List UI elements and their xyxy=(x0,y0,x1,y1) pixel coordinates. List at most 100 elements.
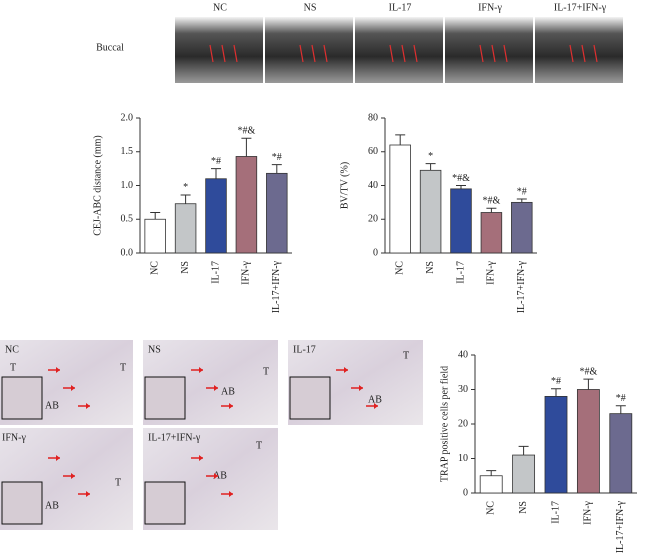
error-bar xyxy=(615,405,626,414)
bar xyxy=(512,454,536,494)
arrow-head xyxy=(229,403,233,409)
y-tick-label: 0 xyxy=(373,247,378,258)
root-marker xyxy=(413,44,418,63)
arrow-head xyxy=(56,455,60,461)
panel-label: NS xyxy=(148,344,161,355)
y-axis-label: BV/TV (%) xyxy=(339,162,350,209)
y-tick-label: 0.0 xyxy=(121,247,134,258)
ct-image xyxy=(265,17,353,83)
root-marker xyxy=(389,44,394,63)
significance-label: *# xyxy=(551,376,561,387)
bar xyxy=(450,188,472,254)
y-tick-label: 20 xyxy=(458,418,468,429)
error-bar xyxy=(456,185,466,189)
tissue-label: T xyxy=(115,477,121,488)
ct-image xyxy=(535,17,623,83)
root-marker xyxy=(221,44,226,63)
image-label: IFN-γ xyxy=(478,2,502,13)
root-marker xyxy=(299,44,304,63)
tissue-label: T xyxy=(403,350,409,361)
error-bar xyxy=(486,207,497,213)
inset xyxy=(144,376,186,420)
significance-label: *#& xyxy=(580,366,598,377)
error-bar xyxy=(425,163,436,171)
bar xyxy=(480,212,503,254)
x-tick-label: IL-17+IFN-γ xyxy=(271,260,282,313)
x-tick-label: IFN-γ xyxy=(241,260,252,284)
arrow-head xyxy=(71,473,75,479)
error-bar xyxy=(486,470,497,476)
significance-label: *#& xyxy=(238,126,256,137)
image-label: IL-17+IFN-γ xyxy=(554,2,607,13)
bar xyxy=(544,395,568,494)
significance-label: * xyxy=(428,151,433,162)
image-label: IL-17 xyxy=(389,2,412,13)
ct-image xyxy=(355,17,443,83)
arrow-head xyxy=(214,385,218,391)
y-tick-label: 10 xyxy=(458,453,468,464)
bar xyxy=(576,389,600,494)
y-tick-label: 60 xyxy=(368,146,378,157)
tissue-label: AB xyxy=(45,400,59,411)
arrow-head xyxy=(359,385,363,391)
root-marker xyxy=(323,44,328,63)
y-tick-label: 0 xyxy=(463,487,468,498)
x-tick-label: IL-17+IFN-γ xyxy=(615,500,626,553)
error-bar xyxy=(583,378,594,390)
significance-label: *# xyxy=(211,156,221,167)
bar xyxy=(205,178,227,254)
inset xyxy=(1,481,43,525)
y-axis-label: TRAP positive cells per field xyxy=(439,366,450,482)
root-marker xyxy=(581,44,586,63)
arrow-head xyxy=(86,403,90,409)
arrow-head xyxy=(229,491,233,497)
root-marker xyxy=(491,44,496,63)
inset xyxy=(144,481,186,525)
arrow-head xyxy=(199,367,203,373)
root-marker xyxy=(233,44,238,63)
inset xyxy=(289,376,331,420)
bar xyxy=(419,169,442,254)
significance-label: *# xyxy=(517,186,527,197)
bar xyxy=(144,218,166,254)
error-bar xyxy=(516,198,527,203)
ct-image xyxy=(445,17,533,83)
tissue-label: AB xyxy=(368,394,382,405)
x-tick-label: NS xyxy=(518,501,529,514)
tissue-label: AB xyxy=(45,500,59,511)
bar xyxy=(511,201,533,254)
tissue-label: T xyxy=(256,440,262,451)
y-tick-label: 40 xyxy=(458,349,468,360)
bar xyxy=(389,144,411,254)
root-marker xyxy=(569,44,574,63)
bar xyxy=(609,413,633,494)
arrow-head xyxy=(214,473,218,479)
significance-label: *# xyxy=(272,152,282,163)
x-tick-label: IL-17+IFN-γ xyxy=(516,260,527,313)
x-tick-label: NS xyxy=(180,261,191,274)
panel-label: NC xyxy=(5,344,19,355)
error-bar xyxy=(150,212,161,220)
tissue-label: T xyxy=(263,366,269,377)
y-axis-label: CEJ-ABC distance (mm) xyxy=(92,135,103,236)
tissue-label: T xyxy=(10,362,16,373)
tissue-label: T xyxy=(120,362,126,373)
x-tick-label: NS xyxy=(425,261,436,274)
arrow-head xyxy=(344,367,348,373)
root-marker xyxy=(503,44,508,63)
significance-label: * xyxy=(183,182,188,193)
bar xyxy=(479,475,503,494)
error-bar xyxy=(551,388,561,397)
y-tick-label: 0.5 xyxy=(121,214,134,225)
root-marker xyxy=(593,44,598,63)
arrow-head xyxy=(56,367,60,373)
arrow-head xyxy=(374,403,378,409)
y-tick-label: 2.0 xyxy=(121,112,134,123)
root-marker xyxy=(209,44,214,63)
error-bar xyxy=(211,168,221,179)
tissue-label: AB xyxy=(213,470,227,481)
error-bar xyxy=(271,164,282,174)
row-label: Buccal xyxy=(96,42,124,53)
arrow-head xyxy=(71,385,75,391)
